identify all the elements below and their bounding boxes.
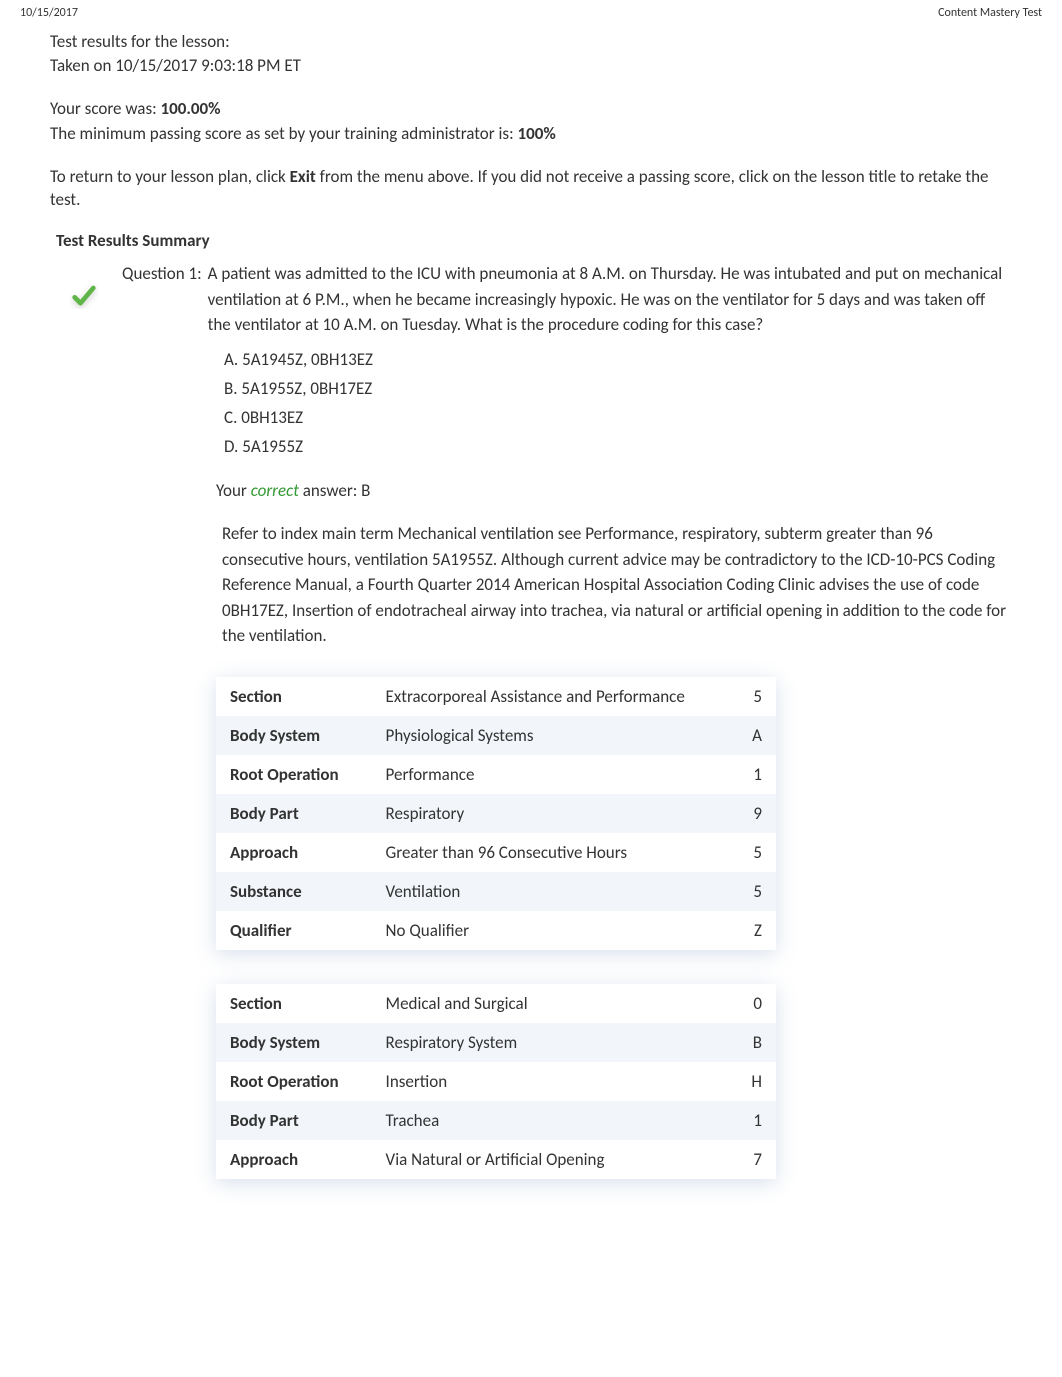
table-cell-desc: Via Natural or Artificial Opening bbox=[372, 1140, 725, 1179]
option-d: D. 5A1955Z bbox=[224, 433, 1012, 460]
table-cell-desc: Medical and Surgical bbox=[372, 984, 725, 1023]
min-score-line: The minimum passing score as set by your… bbox=[50, 121, 1012, 147]
table-row: Root OperationPerformance1 bbox=[216, 755, 776, 794]
table-cell-desc: Trachea bbox=[372, 1101, 725, 1140]
summary-title: Test Results Summary bbox=[50, 230, 1012, 251]
code-table-1: SectionExtracorporeal Assistance and Per… bbox=[216, 677, 776, 950]
table-cell-desc: No Qualifier bbox=[372, 911, 725, 950]
table-cell-desc: Respiratory System bbox=[372, 1023, 725, 1062]
min-score-value: 100% bbox=[517, 123, 555, 144]
min-score-label: The minimum passing score as set by your… bbox=[50, 123, 517, 144]
table-cell-label: Body Part bbox=[216, 1101, 372, 1140]
score-section: Your score was: 100.00% The minimum pass… bbox=[50, 96, 1012, 147]
table-cell-code: 9 bbox=[724, 794, 776, 833]
table-cell-code: 5 bbox=[724, 872, 776, 911]
table-cell-label: Substance bbox=[216, 872, 372, 911]
question-label: Question 1: bbox=[122, 261, 208, 338]
table-cell-label: Body System bbox=[216, 1023, 372, 1062]
table-cell-label: Body System bbox=[216, 716, 372, 755]
table-row: Body PartTrachea1 bbox=[216, 1101, 776, 1140]
table-cell-label: Approach bbox=[216, 833, 372, 872]
table-cell-desc: Extracorporeal Assistance and Performanc… bbox=[372, 677, 725, 716]
score-label: Your score was: bbox=[50, 98, 161, 119]
table-row: QualifierNo QualifierZ bbox=[216, 911, 776, 950]
table-row: SectionExtracorporeal Assistance and Per… bbox=[216, 677, 776, 716]
table-cell-desc: Physiological Systems bbox=[372, 716, 725, 755]
table-cell-label: Root Operation bbox=[216, 755, 372, 794]
table-cell-label: Body Part bbox=[216, 794, 372, 833]
table-cell-desc: Performance bbox=[372, 755, 725, 794]
main-content: Test results for the lesson: Taken on 10… bbox=[0, 22, 1062, 1233]
correct-word: correct bbox=[251, 480, 299, 501]
table-row: ApproachGreater than 96 Consecutive Hour… bbox=[216, 833, 776, 872]
option-b: B. 5A1955Z, 0BH17EZ bbox=[224, 375, 1012, 402]
question-content: Question 1: A patient was admitted to th… bbox=[110, 261, 1012, 1213]
table-cell-label: Approach bbox=[216, 1140, 372, 1179]
your-answer: Your correct answer: B bbox=[122, 480, 1012, 501]
table-cell-code: 1 bbox=[724, 755, 776, 794]
header-date: 10/15/2017 bbox=[20, 6, 78, 20]
instructions-exit: Exit bbox=[290, 166, 316, 187]
table-cell-code: B bbox=[724, 1023, 776, 1062]
table-row: Body PartRespiratory9 bbox=[216, 794, 776, 833]
table-cell-code: H bbox=[724, 1062, 776, 1101]
question-text: A patient was admitted to the ICU with p… bbox=[208, 261, 1012, 338]
table-cell-desc: Respiratory bbox=[372, 794, 725, 833]
page-header: 10/15/2017 Content Mastery Test bbox=[0, 0, 1062, 22]
table-cell-code: 5 bbox=[724, 833, 776, 872]
table-cell-code: 7 bbox=[724, 1140, 776, 1179]
table-cell-code: Z bbox=[724, 911, 776, 950]
table-cell-code: A bbox=[724, 716, 776, 755]
explanation: Refer to index main term Mechanical vent… bbox=[122, 521, 1012, 649]
intro-block: Test results for the lesson: Taken on 10… bbox=[50, 30, 1012, 78]
question-row: Question 1: A patient was admitted to th… bbox=[122, 261, 1012, 338]
table-cell-label: Section bbox=[216, 984, 372, 1023]
table-cell-code: 0 bbox=[724, 984, 776, 1023]
intro-line1: Test results for the lesson: bbox=[50, 30, 1012, 54]
table1-wrapper: SectionExtracorporeal Assistance and Per… bbox=[122, 677, 1012, 950]
table-row: Root OperationInsertionH bbox=[216, 1062, 776, 1101]
option-a: A. 5A1945Z, 0BH13EZ bbox=[224, 346, 1012, 373]
table-cell-desc: Ventilation bbox=[372, 872, 725, 911]
answer-options: A. 5A1945Z, 0BH13EZ B. 5A1955Z, 0BH17EZ … bbox=[122, 346, 1012, 461]
table-cell-label: Qualifier bbox=[216, 911, 372, 950]
question-block: Question 1: A patient was admitted to th… bbox=[50, 261, 1012, 1213]
table-cell-label: Root Operation bbox=[216, 1062, 372, 1101]
instructions: To return to your lesson plan, click Exi… bbox=[50, 165, 1012, 213]
code-table-2: SectionMedical and Surgical0Body SystemR… bbox=[216, 984, 776, 1179]
table-cell-desc: Greater than 96 Consecutive Hours bbox=[372, 833, 725, 872]
your-answer-suffix: answer: B bbox=[299, 480, 371, 501]
table2-wrapper: SectionMedical and Surgical0Body SystemR… bbox=[122, 984, 1012, 1179]
score-line: Your score was: 100.00% bbox=[50, 96, 1012, 122]
table-cell-code: 1 bbox=[724, 1101, 776, 1140]
instructions-part1: To return to your lesson plan, click bbox=[50, 166, 290, 187]
table-cell-desc: Insertion bbox=[372, 1062, 725, 1101]
header-title: Content Mastery Test bbox=[938, 6, 1042, 20]
table-row: ApproachVia Natural or Artificial Openin… bbox=[216, 1140, 776, 1179]
your-answer-prefix: Your bbox=[216, 480, 251, 501]
table-row: SubstanceVentilation5 bbox=[216, 872, 776, 911]
table-row: Body SystemRespiratory SystemB bbox=[216, 1023, 776, 1062]
table-cell-code: 5 bbox=[724, 677, 776, 716]
intro-line2: Taken on 10/15/2017 9:03:18 PM ET bbox=[50, 54, 1012, 78]
table-cell-label: Section bbox=[216, 677, 372, 716]
score-value: 100.00% bbox=[161, 98, 221, 119]
option-c: C. 0BH13EZ bbox=[224, 404, 1012, 431]
checkmark-icon bbox=[70, 261, 110, 314]
table-row: SectionMedical and Surgical0 bbox=[216, 984, 776, 1023]
table-row: Body SystemPhysiological SystemsA bbox=[216, 716, 776, 755]
